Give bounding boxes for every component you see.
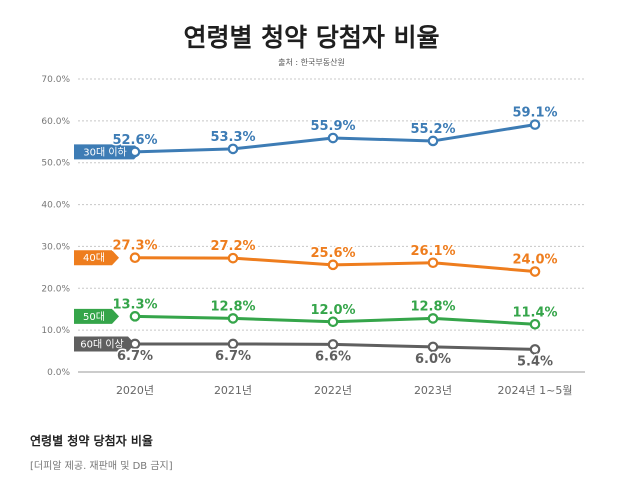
data-point xyxy=(227,143,239,155)
y-tick-label: 10.0% xyxy=(41,326,70,336)
data-label: 11.4% xyxy=(512,305,557,320)
data-label: 53.3% xyxy=(210,130,255,145)
data-label: 12.8% xyxy=(210,299,255,314)
x-tick-label: 2021년 xyxy=(214,384,252,397)
data-point xyxy=(227,252,239,264)
data-point xyxy=(427,313,439,324)
series-tag xyxy=(74,308,119,324)
y-tick-label: 70.0% xyxy=(41,75,70,85)
data-point xyxy=(327,339,339,350)
data-label: 27.3% xyxy=(112,239,157,254)
x-tick-label: 2023년 xyxy=(414,384,452,397)
data-point xyxy=(529,119,541,130)
x-tick-label: 2020년 xyxy=(116,384,154,397)
data-point xyxy=(227,338,239,350)
y-tick-label: 20.0% xyxy=(41,284,70,294)
y-tick-label: 40.0% xyxy=(41,201,70,211)
x-tick-label: 2022년 xyxy=(314,384,352,397)
series-name-label: 60대 이상 xyxy=(80,338,124,350)
data-point xyxy=(529,266,541,277)
data-point xyxy=(427,341,439,353)
data-label: 27.2% xyxy=(210,239,255,254)
y-tick-label: 30.0% xyxy=(41,242,70,252)
data-label: 5.4% xyxy=(517,354,553,369)
data-label: 6.7% xyxy=(215,349,251,364)
caption-note: [더피알 제공. 재판매 및 DB 금지] xyxy=(30,461,173,472)
data-label: 13.3% xyxy=(112,297,157,312)
data-point xyxy=(327,259,339,271)
data-point xyxy=(129,311,141,322)
data-label: 25.6% xyxy=(310,246,355,261)
series-tag xyxy=(74,144,141,160)
data-label: 26.1% xyxy=(410,244,455,259)
data-label: 59.1% xyxy=(512,106,557,121)
data-label: 12.8% xyxy=(410,299,455,314)
data-point xyxy=(129,338,141,350)
data-point xyxy=(427,135,439,147)
data-point xyxy=(529,318,541,330)
data-label: 6.0% xyxy=(415,352,451,367)
y-tick-label: 0.0% xyxy=(47,368,70,378)
data-point xyxy=(529,344,541,355)
caption-title: 연령별 청약 당첨자 비율 xyxy=(30,434,153,448)
series-tag xyxy=(74,250,119,266)
data-label: 6.7% xyxy=(117,349,153,364)
data-point xyxy=(129,146,141,158)
line-chart: 0.0% 10.0% 20.0% 30.0% 40.0% 50.0% 60.0% 70.0% 2… xyxy=(41,75,585,397)
series-name-label: 50대 xyxy=(83,311,105,323)
data-label: 12.0% xyxy=(310,303,355,318)
data-label: 24.0% xyxy=(512,253,557,268)
y-tick-label: 50.0% xyxy=(41,159,70,169)
data-point xyxy=(427,257,439,269)
series-name-label: 30대 이하 xyxy=(83,145,127,158)
data-label: 55.9% xyxy=(310,119,355,134)
series-tag xyxy=(74,336,135,352)
chart-title: 연령별 청약 당첨자 비율 xyxy=(183,23,440,52)
data-point xyxy=(327,132,339,144)
data-label: 55.2% xyxy=(410,122,455,137)
series-name-label: 40대 xyxy=(83,252,105,264)
data-point xyxy=(129,252,141,264)
y-tick-label: 60.0% xyxy=(41,117,70,127)
data-label: 52.6% xyxy=(112,133,157,148)
data-point xyxy=(227,313,239,324)
data-label: 6.6% xyxy=(315,349,351,364)
data-point xyxy=(327,316,339,328)
chart-source: 출처 : 한국부동산원 xyxy=(278,58,345,67)
x-tick-label: 2024년 1~5월 xyxy=(498,384,573,397)
